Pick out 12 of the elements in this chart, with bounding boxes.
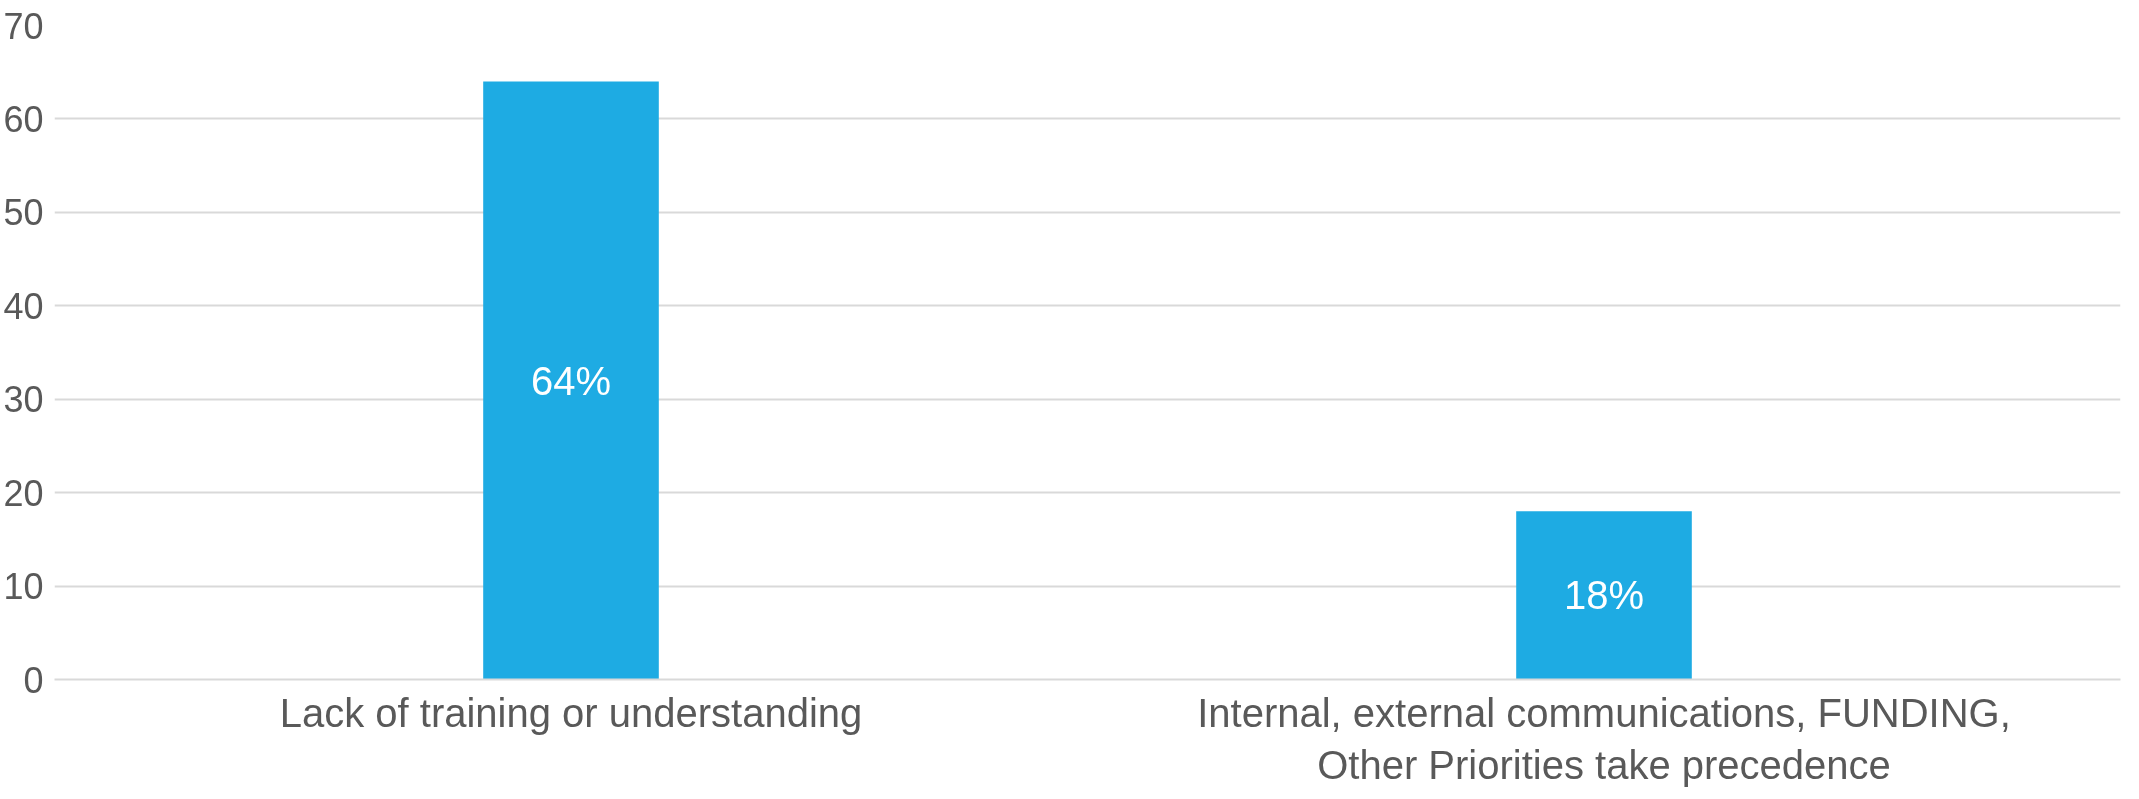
y-tick-label: 20 — [3, 472, 44, 514]
x-tick-label: Internal, external communications, FUNDING, Other Priorities take precedence — [1197, 690, 2011, 788]
y-tick-label: 70 — [3, 5, 44, 47]
y-tick-label: 10 — [3, 566, 44, 608]
x-tick-label: Lack of training or understanding — [279, 690, 863, 735]
y-tick-label: 50 — [3, 192, 44, 234]
y-tick-label: 0 — [23, 659, 44, 701]
data-label: 18% — [1563, 573, 1645, 618]
y-tick-label: 40 — [3, 285, 44, 327]
data-label: 64% — [530, 358, 612, 403]
y-tick-label: 30 — [3, 379, 44, 421]
y-tick-label: 60 — [3, 98, 44, 140]
